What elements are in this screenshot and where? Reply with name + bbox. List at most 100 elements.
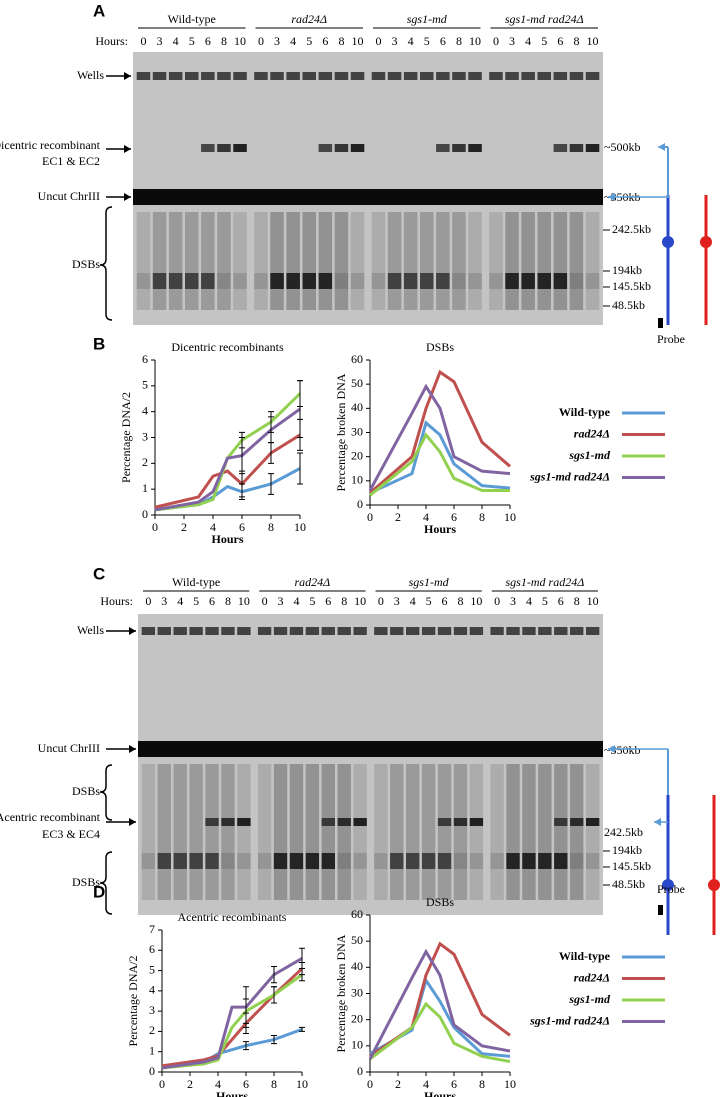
x-tick-label: 2 <box>181 520 187 534</box>
lane-label: 6 <box>442 594 448 608</box>
lane-label: 4 <box>525 34 531 48</box>
lane-label: 10 <box>587 594 599 608</box>
chart-title: Dicentric recombinants <box>171 340 284 354</box>
x-axis-label: Hours <box>211 532 243 546</box>
probe-label: Probe <box>657 332 685 346</box>
arrow-head <box>129 627 136 635</box>
well-band <box>437 627 452 635</box>
well-band <box>302 72 317 80</box>
well-band <box>505 72 519 80</box>
row-label: Wells <box>77 68 104 82</box>
well-band <box>168 72 183 80</box>
hours-label: Hours: <box>95 34 128 48</box>
well-band <box>152 72 167 80</box>
row-label: Uncut ChrIII <box>38 189 100 203</box>
lane-label: 8 <box>456 34 462 48</box>
lane-label: 0 <box>375 34 381 48</box>
dsb-band <box>453 853 468 869</box>
x-tick-label: 0 <box>367 510 373 524</box>
lane-label: 6 <box>558 594 564 608</box>
lane-label: 0 <box>140 34 146 48</box>
arrow-path <box>662 146 669 198</box>
x-tick-label: 6 <box>243 1077 249 1091</box>
well-band <box>201 72 215 80</box>
panel-letter: B <box>93 334 105 353</box>
dsb-smear <box>554 764 568 900</box>
well-band <box>337 627 351 635</box>
dsb-band <box>337 853 351 869</box>
well-band <box>305 627 320 635</box>
y-tick-label: 5 <box>142 378 148 392</box>
series-line <box>154 467 301 512</box>
lane-label: 5 <box>541 34 547 48</box>
x-tick-label: 2 <box>395 510 401 524</box>
dsb-band <box>489 273 503 289</box>
x-tick-label: 8 <box>479 510 485 524</box>
x-tick-label: 4 <box>423 510 429 524</box>
recombinant-band <box>217 144 231 152</box>
lane-label: 5 <box>424 34 430 48</box>
lane-label: 4 <box>293 594 299 608</box>
x-tick-label: 2 <box>187 1077 193 1091</box>
chart-title: DSBs <box>426 340 454 354</box>
dsb-band <box>419 273 434 289</box>
dsb-smear <box>387 212 402 310</box>
y-tick-label: 40 <box>351 400 363 414</box>
well-band <box>233 72 247 80</box>
dsb-smear <box>136 212 151 310</box>
dsb-smear <box>217 212 231 310</box>
dsb-smear <box>321 764 335 900</box>
dsb-smear <box>585 212 600 310</box>
lane-label: 4 <box>408 34 414 48</box>
dsb-band <box>302 273 317 289</box>
dsb-band <box>233 273 247 289</box>
dsb-band <box>521 273 535 289</box>
dsb-smear <box>371 212 386 310</box>
lane-label: 6 <box>205 34 211 48</box>
dsb-band <box>184 273 199 289</box>
well-band <box>390 627 404 635</box>
group-label: rad24Δ <box>291 12 327 26</box>
well-band <box>273 627 288 635</box>
size-label: 145.5kb <box>612 859 651 873</box>
centromere <box>662 879 674 891</box>
dsb-smear <box>221 764 235 900</box>
recombinant-band <box>321 818 335 826</box>
dsb-smear <box>406 764 420 900</box>
well-band <box>237 627 251 635</box>
dsb-band <box>157 853 171 869</box>
dsb-band <box>403 273 418 289</box>
arrow-head <box>129 818 136 826</box>
dsb-smear <box>353 764 367 900</box>
well-band <box>419 72 434 80</box>
arrow-head <box>608 745 615 753</box>
dsb-band <box>469 853 484 869</box>
series-line <box>161 973 303 1070</box>
x-axis-label: Hours <box>424 1089 456 1097</box>
dsb-band <box>353 853 367 869</box>
dsb-band <box>289 853 304 869</box>
y-tick-label: 50 <box>351 376 363 390</box>
dsb-band <box>569 273 584 289</box>
x-tick-label: 0 <box>159 1077 165 1091</box>
recombinant-band <box>553 144 568 152</box>
well-band <box>585 72 600 80</box>
well-band <box>406 627 420 635</box>
probe-mark <box>658 905 663 915</box>
well-band <box>350 72 365 80</box>
arrow-head <box>658 143 665 151</box>
dsb-band <box>257 853 272 869</box>
lane-label: 8 <box>457 594 463 608</box>
series-line <box>161 967 304 1068</box>
well-band <box>506 627 520 635</box>
lane-label: 0 <box>493 34 499 48</box>
error-bar <box>299 947 305 970</box>
hours-label: Hours: <box>100 594 133 608</box>
well-band <box>254 72 268 80</box>
lane-label: 3 <box>394 594 400 608</box>
dsb-band <box>273 853 288 869</box>
series-line <box>368 383 511 492</box>
recombinant-band <box>436 144 450 152</box>
row-label: Uncut ChrIII <box>38 741 100 755</box>
dsb-smear <box>257 764 272 900</box>
